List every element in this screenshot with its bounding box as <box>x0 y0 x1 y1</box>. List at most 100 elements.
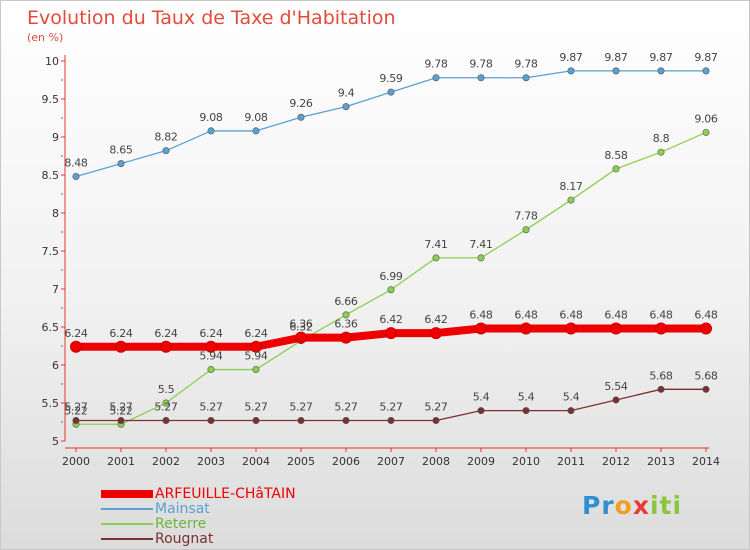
logo-part-4: iti <box>649 491 683 520</box>
data-point <box>250 340 262 353</box>
y-tick-label: 8 <box>52 207 59 220</box>
y-tick-label: 8.5 <box>42 169 60 182</box>
legend-swatch <box>101 508 153 510</box>
data-point <box>432 254 440 262</box>
data-point <box>252 366 260 374</box>
data-label: 9.78 <box>514 58 538 71</box>
data-label: 6.48 <box>649 309 673 322</box>
data-label: 9.87 <box>649 51 673 64</box>
legend-label: Mainsat <box>155 501 210 517</box>
data-label: 5.27 <box>379 400 403 413</box>
data-point <box>657 148 665 156</box>
data-point <box>162 147 170 155</box>
data-label: 5.4 <box>563 391 580 404</box>
x-tick-label: 2003 <box>197 455 225 468</box>
data-label: 6.24 <box>244 327 268 340</box>
x-tick-label: 2011 <box>557 455 585 468</box>
data-point <box>297 113 305 121</box>
y-tick-label: 9.5 <box>42 93 60 106</box>
proxiti-logo: Proxiti <box>582 491 682 520</box>
data-point <box>205 340 217 353</box>
data-point <box>655 322 667 335</box>
data-point <box>612 165 620 173</box>
data-point <box>387 286 395 294</box>
data-point <box>475 322 487 335</box>
data-point <box>207 127 215 135</box>
data-point <box>700 322 712 335</box>
legend-label: Reterre <box>155 516 207 532</box>
data-label: 5.27 <box>64 400 88 413</box>
data-label: 5.94 <box>199 350 223 363</box>
data-label: 9.06 <box>694 112 718 125</box>
data-point <box>567 67 575 75</box>
data-label: 6.24 <box>109 327 133 340</box>
data-point <box>702 385 710 393</box>
legend-label: ARFEUILLE-CHâTAIN <box>155 486 296 502</box>
y-tick-label: 6.5 <box>42 321 60 334</box>
data-label: 5.27 <box>244 400 268 413</box>
logo-part-3: x <box>632 491 650 520</box>
data-label: 9.08 <box>244 111 268 124</box>
data-point <box>70 340 82 353</box>
data-point <box>702 128 710 136</box>
x-tick-label: 2002 <box>152 455 180 468</box>
data-point <box>477 74 485 82</box>
data-label: 6.42 <box>379 313 402 326</box>
data-label: 9.26 <box>289 97 313 110</box>
data-point <box>72 416 80 424</box>
data-label: 9.59 <box>379 72 403 85</box>
x-tick-label: 2014 <box>692 455 720 468</box>
data-point <box>162 399 170 407</box>
data-point <box>387 88 395 96</box>
data-label: 6.42 <box>424 313 447 326</box>
data-label: 9.78 <box>469 58 493 71</box>
logo-part-1: Pr <box>582 491 615 520</box>
data-point <box>252 127 260 135</box>
chart-title: Evolution du Taux de Taxe d'Habitation <box>27 7 396 29</box>
data-label: 8.17 <box>559 180 583 193</box>
data-label: 6.48 <box>604 309 628 322</box>
data-label: 6.48 <box>469 309 493 322</box>
data-label: 6.36 <box>289 318 313 331</box>
data-label: 8.8 <box>653 132 670 145</box>
y-tick-label: 5.5 <box>42 397 60 410</box>
x-tick-label: 2010 <box>512 455 540 468</box>
y-tick-label: 6 <box>52 359 59 372</box>
data-point <box>567 196 575 204</box>
data-label: 5.68 <box>649 369 673 382</box>
data-label: 6.24 <box>199 327 223 340</box>
legend-swatch <box>101 490 153 498</box>
data-point <box>387 416 395 424</box>
data-label: 9.87 <box>604 51 628 64</box>
data-point <box>522 407 530 415</box>
data-label: 9.78 <box>424 58 448 71</box>
data-point <box>522 74 530 82</box>
legend-swatch <box>101 538 153 540</box>
data-point <box>565 322 577 335</box>
data-point <box>342 103 350 111</box>
data-point <box>610 322 622 335</box>
data-label: 8.82 <box>154 131 177 144</box>
data-label: 8.48 <box>64 157 88 170</box>
data-label: 9.4 <box>338 87 355 100</box>
data-point <box>72 173 80 181</box>
legend-label: Rougnat <box>155 531 214 547</box>
data-point <box>117 160 125 168</box>
data-label: 9.08 <box>199 111 223 124</box>
x-tick-label: 2009 <box>467 455 495 468</box>
x-tick-label: 2007 <box>377 455 405 468</box>
x-tick-label: 2006 <box>332 455 360 468</box>
data-label: 9.87 <box>694 51 718 64</box>
data-point <box>342 416 350 424</box>
data-label: 7.78 <box>514 210 538 223</box>
data-label: 5.27 <box>109 400 133 413</box>
data-point <box>160 340 172 353</box>
y-tick-label: 7.5 <box>42 245 60 258</box>
data-label: 7.41 <box>424 238 447 251</box>
data-point <box>162 416 170 424</box>
data-label: 5.94 <box>244 350 268 363</box>
data-label: 5.22 <box>109 404 132 417</box>
x-tick-label: 2001 <box>107 455 135 468</box>
